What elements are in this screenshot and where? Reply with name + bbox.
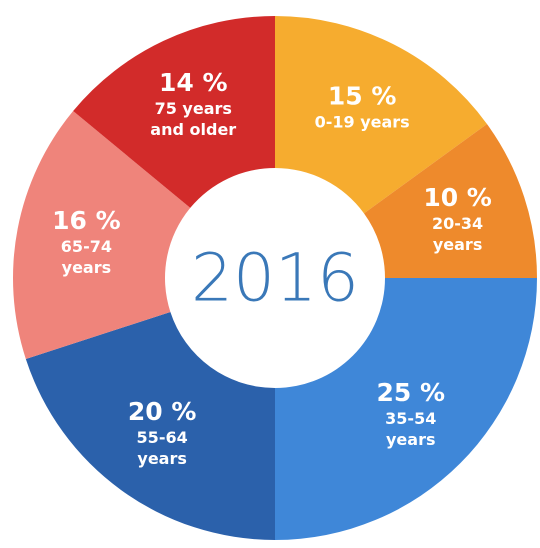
slice: [363, 124, 537, 278]
category-label: 65-74 years: [60, 237, 112, 278]
category-label: 20-34 years: [432, 213, 484, 254]
slice-label: 10 % 20-34 years: [410, 183, 506, 255]
value-label: 15 %: [327, 81, 397, 111]
category-label: 0-19 years: [314, 112, 410, 132]
value-label: 10 %: [423, 182, 492, 212]
slice-label: 16 % 65-74 years: [38, 206, 134, 278]
value-label: 14 %: [158, 68, 228, 98]
value-label: 25 %: [376, 377, 446, 407]
slice: [73, 15, 275, 208]
slice: [13, 110, 191, 359]
slice-label: 15 % 0-19 years: [314, 81, 410, 132]
slice: [25, 311, 275, 540]
slice-label: 14 % 75 years and older: [145, 68, 241, 140]
value-label: 16 %: [52, 206, 121, 236]
category-label: 75 years and older: [150, 99, 237, 140]
slice: [275, 278, 537, 540]
value-label: 20 %: [127, 397, 197, 427]
category-label: 35-54 years: [385, 408, 437, 449]
center-label: 2016: [191, 239, 359, 317]
slice: [275, 16, 487, 214]
category-label: 55-64 years: [136, 428, 188, 469]
slice-label: 20 % 55-64 years: [114, 397, 210, 469]
slice-label: 25 % 35-54 years: [363, 378, 459, 450]
